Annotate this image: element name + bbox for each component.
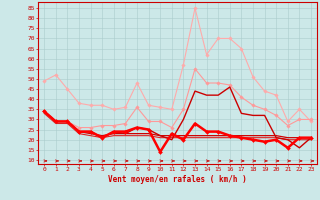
X-axis label: Vent moyen/en rafales ( km/h ): Vent moyen/en rafales ( km/h ): [108, 175, 247, 184]
